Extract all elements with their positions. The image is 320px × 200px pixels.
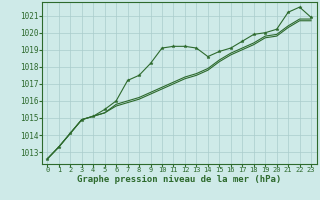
X-axis label: Graphe pression niveau de la mer (hPa): Graphe pression niveau de la mer (hPa) — [77, 175, 281, 184]
